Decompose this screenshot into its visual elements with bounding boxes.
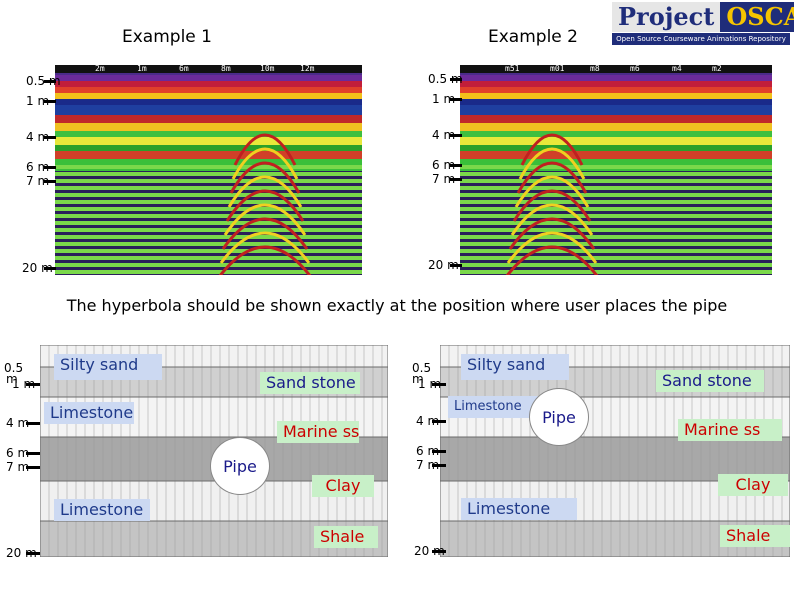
- depth-tick: [432, 383, 446, 386]
- depth-tick: [44, 100, 56, 103]
- layer-label-shale: Shale: [314, 526, 378, 548]
- depth-label: 1 m: [432, 92, 456, 106]
- depth-label: 0.5 m: [428, 72, 463, 86]
- depth-label: 0.5 m: [26, 74, 61, 88]
- depth-tick: [450, 164, 462, 167]
- scale-label: m2: [712, 64, 722, 73]
- depth-label: 6 m: [26, 160, 50, 174]
- layer-label-limestone: Limestone: [44, 402, 134, 424]
- depth-tick: [450, 178, 462, 181]
- depth-tick: [44, 80, 56, 83]
- depth-tick: [26, 552, 40, 555]
- depth-tick: [450, 78, 462, 81]
- depth-tick: [450, 98, 462, 101]
- depth-label: 4 m: [6, 416, 30, 430]
- depth-label: m: [6, 372, 18, 386]
- depth-label: 7 m: [432, 172, 456, 186]
- depth-tick: [44, 136, 56, 139]
- radargram-example-1: [55, 65, 362, 275]
- logo-word-project: Project: [612, 2, 721, 32]
- instruction-caption: The hyperbola should be shown exactly at…: [66, 296, 728, 315]
- depth-label: 4 m: [26, 130, 50, 144]
- depth-tick: [432, 464, 446, 467]
- depth-label: 1 m: [418, 377, 442, 391]
- layer-label-silty-sand: Silty sand: [54, 354, 162, 380]
- layer-label-shale: Shale: [720, 525, 790, 547]
- depth-tick: [44, 166, 56, 169]
- depth-tick: [44, 180, 56, 183]
- layer-label-sand-stone: Sand stone: [260, 372, 360, 394]
- depth-tick: [432, 550, 446, 553]
- depth-label: 20 m: [428, 258, 459, 272]
- layer-label-clay: Clay: [312, 475, 374, 497]
- depth-label: 1 m: [26, 94, 50, 108]
- depth-tick: [26, 383, 40, 386]
- depth-label: 1 m: [12, 377, 36, 391]
- radar-2-scale: m51 m01 m8 m6 m4 m2: [460, 64, 772, 74]
- depth-tick: [44, 267, 56, 270]
- depth-label: 20 m: [414, 544, 445, 558]
- depth-label: m: [412, 372, 424, 386]
- scale-label: 12m: [300, 64, 315, 73]
- radargram-example-2: [460, 65, 772, 275]
- scale-label: 8m: [221, 64, 231, 73]
- depth-label: 6 m: [432, 158, 456, 172]
- depth-tick: [26, 452, 40, 455]
- layer-label-clay: Clay: [718, 474, 788, 496]
- layer-label-silty-sand: Silty sand: [461, 354, 569, 380]
- depth-label: 6 m: [6, 446, 30, 460]
- scale-label: m8: [590, 64, 600, 73]
- layer-label-sand-stone: Sand stone: [656, 370, 764, 392]
- layer-label-limestone-lower: Limestone: [461, 498, 577, 520]
- project-oscar-logo: Project OSCAR Open Source Courseware Ani…: [608, 0, 794, 50]
- layer-label-limestone: Limestone: [448, 396, 538, 418]
- scale-label: 6m: [179, 64, 189, 73]
- scale-label: 10m: [260, 64, 275, 73]
- depth-label: 20 m: [6, 546, 37, 560]
- logo-subtitle: Open Source Courseware Animations Reposi…: [612, 33, 790, 45]
- layer-label-marine-ss: Marine ss: [277, 421, 359, 443]
- depth-tick: [450, 264, 462, 267]
- pipe-marker[interactable]: Pipe: [210, 437, 270, 495]
- scale-label: m51: [505, 64, 520, 73]
- pipe-marker[interactable]: Pipe: [529, 388, 589, 446]
- depth-tick: [432, 420, 446, 423]
- depth-tick: [26, 466, 40, 469]
- depth-label: 4 m: [416, 414, 440, 428]
- example-2-title: Example 2: [488, 27, 578, 47]
- scale-label: m4: [672, 64, 682, 73]
- depth-tick: [432, 450, 446, 453]
- example-1-title: Example 1: [122, 27, 212, 47]
- depth-label: 7 m: [6, 460, 30, 474]
- scale-label: m6: [630, 64, 640, 73]
- depth-label: 4 m: [432, 128, 456, 142]
- radar-1-scale: 2m 1m 6m 8m 10m 12m: [55, 64, 362, 74]
- radargram-svg-1: [55, 65, 362, 275]
- depth-label: 0.5: [4, 361, 24, 375]
- layer-label-limestone-lower: Limestone: [54, 499, 150, 521]
- depth-label: 7 m: [416, 458, 440, 472]
- scale-label: m01: [550, 64, 565, 73]
- logo-word-oscar: OSCAR: [720, 2, 794, 32]
- depth-label: 6 m: [416, 444, 440, 458]
- depth-tick: [26, 422, 40, 425]
- depth-label: 0.5: [412, 361, 432, 375]
- radargram-svg-2: [460, 65, 772, 275]
- scale-label: 1m: [137, 64, 147, 73]
- depth-label: 7 m: [26, 174, 50, 188]
- depth-tick: [450, 134, 462, 137]
- scale-label: 2m: [95, 64, 105, 73]
- depth-label: 20 m: [22, 261, 53, 275]
- layer-label-marine-ss: Marine ss: [678, 419, 782, 441]
